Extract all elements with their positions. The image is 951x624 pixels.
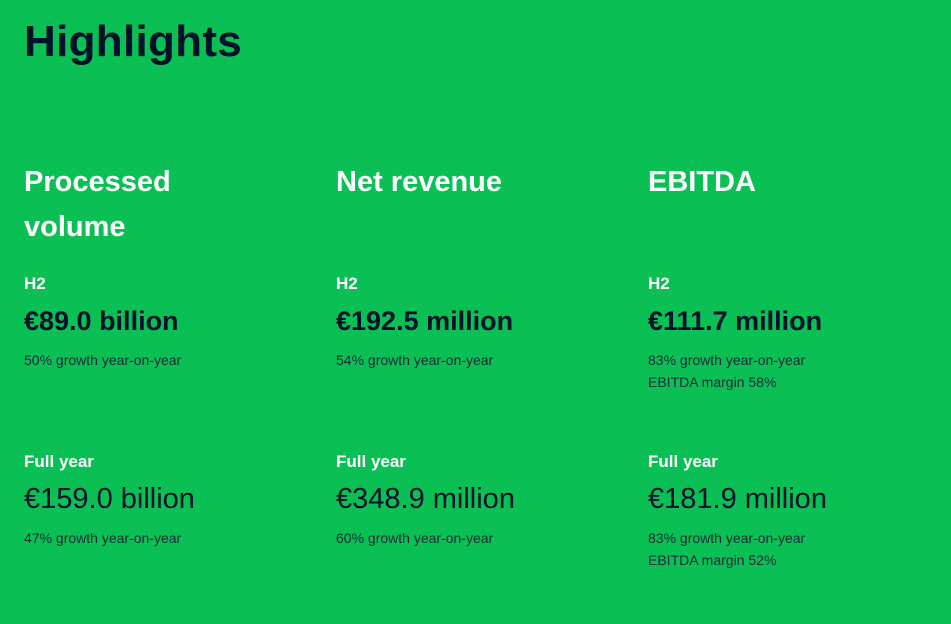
h2-block: H2 €111.7 million 83% growth year-on-yea… <box>648 270 948 393</box>
notes: 60% growth year-on-year <box>336 527 636 549</box>
growth-note: 47% growth year-on-year <box>24 530 182 546</box>
full-year-block: Full year €348.9 million 60% growth year… <box>336 448 636 549</box>
metric-value: €181.9 million <box>648 483 827 515</box>
metric-column-ebitda: EBITDA H2 €111.7 million 83% growth year… <box>648 160 948 568</box>
notes: 54% growth year-on-year <box>336 349 636 371</box>
growth-note: 54% growth year-on-year <box>336 352 494 368</box>
period-label: H2 <box>336 274 358 293</box>
growth-note: 83% growth year-on-year <box>648 352 806 368</box>
metric-title: EBITDA <box>648 166 756 198</box>
h2-block: H2 €89.0 billion 50% growth year-on-year <box>24 270 324 371</box>
margin-note: EBITDA margin 52% <box>648 552 777 568</box>
page-title: Highlights <box>24 17 243 66</box>
notes: 47% growth year-on-year <box>24 527 324 549</box>
notes: 83% growth year-on-year EBITDA margin 52… <box>648 527 948 571</box>
metric-title: Processed volume <box>24 166 171 243</box>
metric-value: €192.5 million <box>336 306 514 336</box>
growth-note: 50% growth year-on-year <box>24 352 182 368</box>
margin-note: EBITDA margin 58% <box>648 374 777 390</box>
metric-column-processed-volume: Processed volume H2 €89.0 billion 50% gr… <box>24 160 324 546</box>
period-label: Full year <box>648 452 718 471</box>
full-year-block: Full year €181.9 million 83% growth year… <box>648 448 948 571</box>
metric-title: Net revenue <box>336 166 503 198</box>
period-label: Full year <box>336 452 406 471</box>
notes: 50% growth year-on-year <box>24 349 324 371</box>
period-label: Full year <box>24 452 94 471</box>
metric-value: €159.0 billion <box>24 483 195 515</box>
period-label: H2 <box>24 274 46 293</box>
growth-note: 83% growth year-on-year <box>648 530 806 546</box>
full-year-block: Full year €159.0 billion 47% growth year… <box>24 448 324 549</box>
period-label: H2 <box>648 274 670 293</box>
metric-value: €348.9 million <box>336 483 515 515</box>
growth-note: 60% growth year-on-year <box>336 530 494 546</box>
metric-value: €89.0 billion <box>24 306 179 336</box>
metric-value: €111.7 million <box>648 306 823 336</box>
h2-block: H2 €192.5 million 54% growth year-on-yea… <box>336 270 636 371</box>
notes: 83% growth year-on-year EBITDA margin 58… <box>648 349 948 393</box>
metric-column-net-revenue: Net revenue H2 €192.5 million 54% growth… <box>336 160 636 546</box>
